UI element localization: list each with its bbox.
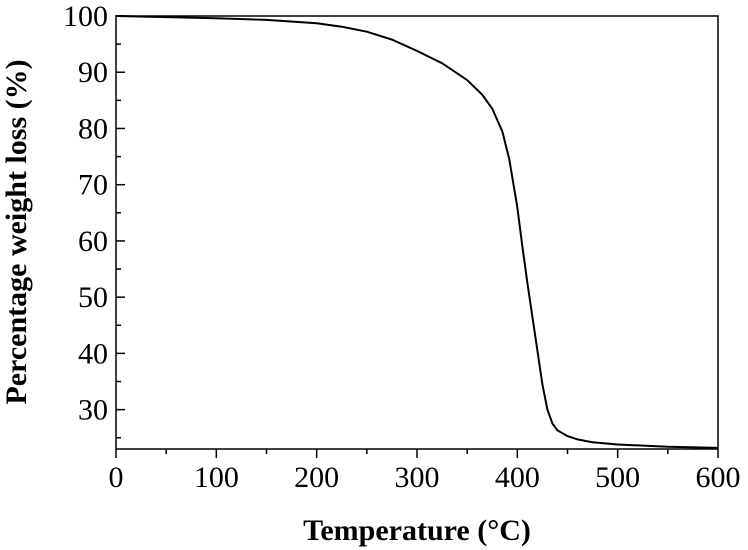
y-tick-label: 60 <box>78 225 108 258</box>
y-tick-label: 90 <box>78 56 108 89</box>
y-tick-label: 30 <box>78 394 108 427</box>
y-tick-label: 50 <box>78 281 108 314</box>
weight-loss-curve <box>115 15 719 449</box>
x-tick-label: 600 <box>696 461 741 494</box>
x-tick-label: 300 <box>395 461 440 494</box>
x-tick-label: 0 <box>109 461 124 494</box>
x-axis-ticks: 0 100 200 300 400 500 600 <box>109 449 741 494</box>
y-axis-title: Percentage weight loss (%) <box>0 59 33 404</box>
y-tick-label: 70 <box>78 169 108 202</box>
plot-frame <box>115 15 719 450</box>
x-tick-label: 400 <box>495 461 540 494</box>
y-tick-label: 80 <box>78 112 108 145</box>
y-axis-ticks: 30 40 50 60 70 80 90 100 <box>63 0 125 439</box>
x-axis-title: Temperature (°C) <box>303 514 531 547</box>
y-tick-label: 100 <box>63 0 108 33</box>
y-tick-label: 40 <box>78 337 108 370</box>
x-tick-label: 200 <box>294 461 339 494</box>
x-tick-label: 500 <box>595 461 640 494</box>
x-tick-label: 100 <box>194 461 239 494</box>
